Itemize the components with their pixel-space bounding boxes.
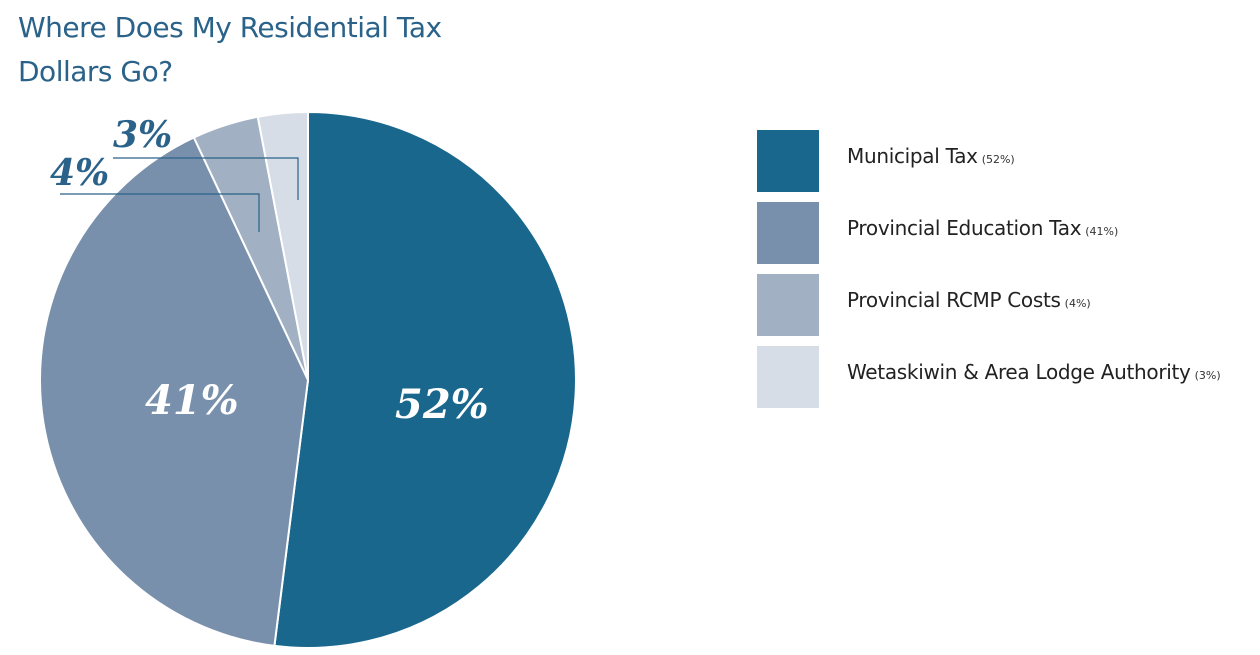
leader-line-3pct	[113, 157, 299, 200]
pie-chart: 52% 41% 4% 3%	[39, 110, 577, 649]
leader-line-4pct	[60, 193, 260, 232]
slice-label-lodge: 3%	[113, 114, 172, 156]
legend-swatch-lodge	[757, 346, 819, 408]
legend-label-education: Provincial Education Tax	[847, 216, 1082, 240]
pie-slices	[39, 110, 577, 649]
legend-pct-rcmp: (4%)	[1064, 297, 1091, 310]
legend-swatch-education	[757, 202, 819, 264]
legend-label-lodge: Wetaskiwin & Area Lodge Authority	[847, 360, 1191, 384]
slice-label-education: 41%	[145, 377, 239, 424]
legend-swatch-municipal	[757, 130, 819, 192]
legend-label-municipal: Municipal Tax	[847, 144, 978, 168]
legend-pct-education: (41%)	[1085, 225, 1119, 238]
legend-pct-lodge: (3%)	[1194, 369, 1221, 382]
legend-label-rcmp: Provincial RCMP Costs	[847, 288, 1061, 312]
pie-slice-lodge	[256, 110, 309, 381]
slice-label-rcmp: 4%	[50, 152, 109, 194]
leader-lines	[60, 157, 299, 232]
slice-label-municipal: 52%	[395, 381, 489, 428]
chart-title: Where Does My Residential Tax Dollars Go…	[18, 11, 442, 88]
legend-swatch-rcmp	[757, 274, 819, 336]
pie-slice-municipal	[273, 110, 577, 649]
legend-pct-municipal: (52%)	[981, 153, 1015, 166]
